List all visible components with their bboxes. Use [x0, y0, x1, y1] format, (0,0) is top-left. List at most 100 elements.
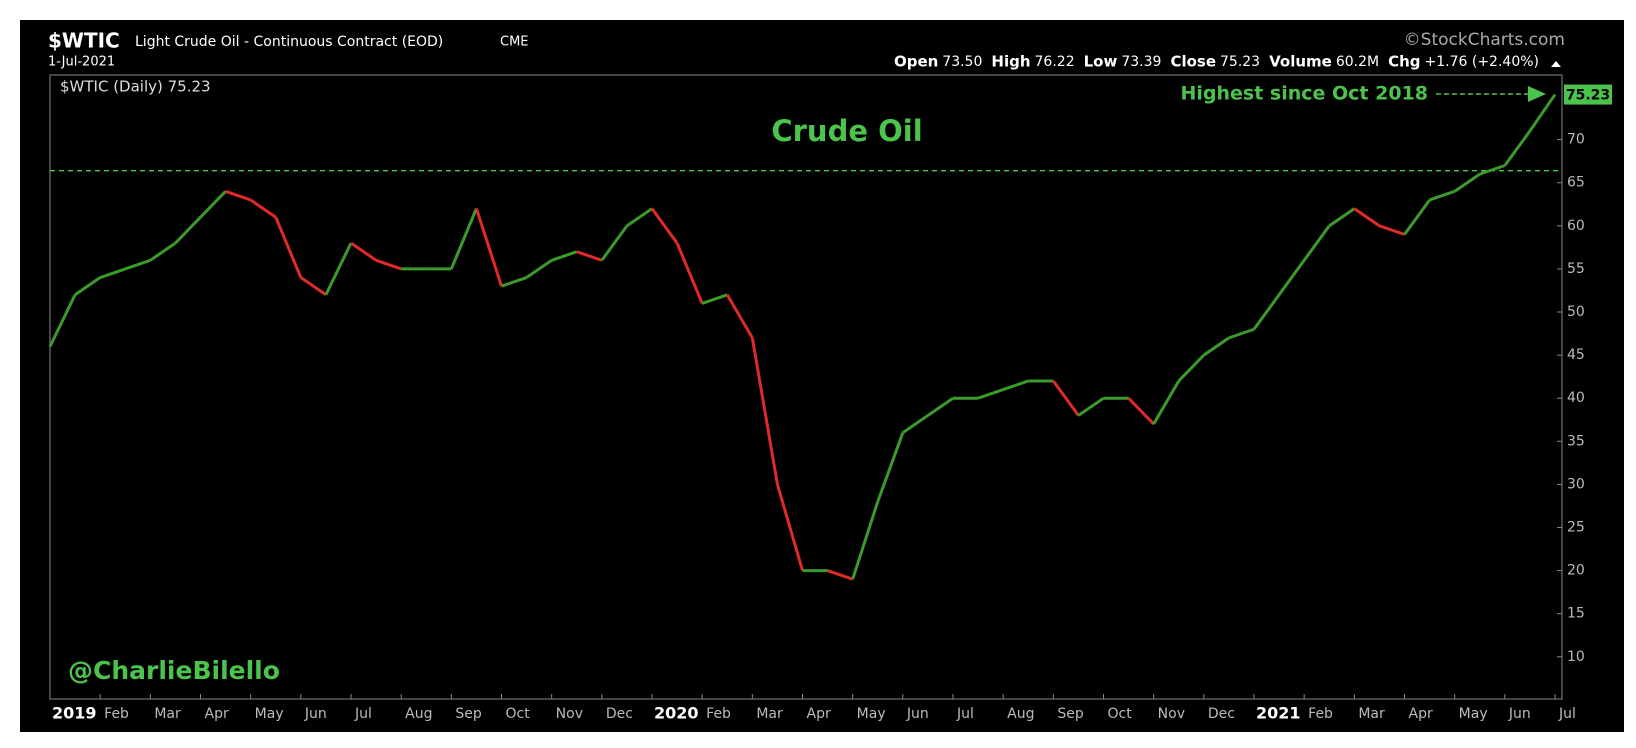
- price-segment: [48, 294, 77, 348]
- legend: $WTIC (Daily) 75.23: [60, 78, 211, 96]
- price-tag: 75.23: [1566, 88, 1610, 104]
- price-segment: [249, 198, 277, 219]
- price-segment: [1252, 293, 1281, 331]
- info-value: 60.2M: [1336, 54, 1379, 70]
- annotation-arrowhead: [1528, 86, 1546, 102]
- x-tick-label: Feb: [104, 706, 129, 722]
- chart-title: Crude Oil: [771, 114, 922, 148]
- info-value: +1.76 (+2.40%): [1425, 54, 1539, 70]
- price-segment: [551, 250, 578, 262]
- x-tick-label: Feb: [1308, 706, 1333, 722]
- x-tick-label: Jul: [956, 706, 974, 722]
- x-tick-label: Nov: [556, 706, 583, 722]
- price-segment: [1077, 396, 1105, 417]
- y-tick-label: 35: [1567, 433, 1585, 449]
- date: 1-Jul-2021: [48, 55, 115, 70]
- price-segment: [1453, 172, 1481, 193]
- x-tick-label: Nov: [1158, 706, 1185, 722]
- price-segment: [775, 483, 804, 571]
- price-segment: [1152, 380, 1181, 425]
- y-tick-label: 70: [1567, 132, 1585, 148]
- price-segment: [977, 388, 1004, 400]
- price-segment: [274, 216, 303, 279]
- price-segment: [1127, 397, 1155, 426]
- price-segment: [600, 224, 629, 262]
- symbol: $WTIC: [48, 29, 120, 53]
- price-tag-box: [1564, 84, 1612, 105]
- price-segment: [1277, 259, 1306, 296]
- price-segment: [1479, 164, 1506, 176]
- x-tick-label: Apr: [1409, 706, 1433, 722]
- price-segment: [1302, 224, 1331, 262]
- price-segment: [876, 432, 905, 503]
- price-segment: [324, 242, 353, 296]
- price-segment: [1403, 199, 1431, 236]
- x-tick-label: Jun: [906, 706, 929, 722]
- exchange: CME: [500, 35, 529, 50]
- watermark: @CharlieBilello: [68, 656, 280, 685]
- x-tick-label: Dec: [606, 706, 633, 722]
- x-tick-label: Mar: [756, 706, 783, 722]
- x-tick-label: Aug: [1007, 706, 1034, 722]
- price-segment: [449, 208, 478, 270]
- y-tick-label: 30: [1567, 476, 1585, 492]
- info-label: Volume: [1269, 53, 1332, 71]
- plot-frame: [49, 74, 1563, 700]
- info-label: Open: [894, 53, 938, 71]
- x-tick-label: May: [1459, 706, 1488, 722]
- info-label: Chg: [1388, 53, 1420, 71]
- x-tick-label: Jul: [354, 706, 372, 722]
- price-segment: [576, 250, 603, 262]
- x-tick-label: Apr: [205, 706, 229, 722]
- info-value: 73.50: [942, 54, 982, 70]
- info-label: Close: [1170, 53, 1216, 71]
- price-segment: [149, 241, 177, 262]
- x-tick-label: Mar: [154, 706, 181, 722]
- info-label: Low: [1084, 53, 1118, 71]
- up-arrow: [1551, 61, 1561, 67]
- info-value: 75.23: [1220, 54, 1260, 70]
- x-tick-label: 2020: [654, 704, 699, 723]
- info-value: 76.22: [1035, 54, 1075, 70]
- price-segment: [99, 267, 126, 279]
- x-tick-label: 2019: [52, 704, 97, 723]
- price-segment: [827, 569, 854, 581]
- x-tick-label: Jun: [1508, 706, 1531, 722]
- price-segment: [1503, 130, 1532, 167]
- price-segment: [701, 293, 728, 305]
- y-tick-label: 25: [1567, 519, 1585, 535]
- price-segment: [650, 207, 679, 244]
- y-tick-label: 45: [1567, 347, 1585, 363]
- y-tick-label: 40: [1567, 390, 1585, 406]
- x-tick-label: Dec: [1208, 706, 1235, 722]
- price-segment: [750, 337, 779, 485]
- x-tick-label: 2021: [1256, 704, 1301, 723]
- x-tick-label: Jul: [1558, 706, 1576, 722]
- price-segment: [927, 396, 954, 417]
- price-segment: [299, 276, 327, 297]
- price-segment: [375, 258, 402, 271]
- price-segment: [350, 241, 377, 262]
- x-tick-label: May: [255, 706, 284, 722]
- price-segment: [626, 207, 653, 228]
- y-tick-label: 60: [1567, 218, 1585, 234]
- price-segment: [1228, 327, 1255, 340]
- y-tick-label: 50: [1567, 304, 1585, 320]
- price-segment: [1378, 224, 1405, 236]
- price-segment: [474, 208, 503, 287]
- price-segment: [1328, 207, 1356, 228]
- x-tick-label: Oct: [1108, 706, 1133, 722]
- y-tick-label: 15: [1567, 606, 1585, 622]
- price-segment: [1177, 354, 1205, 383]
- x-tick-label: May: [857, 706, 886, 722]
- info-label: High: [991, 53, 1030, 71]
- x-tick-label: Mar: [1358, 706, 1385, 722]
- x-tick-label: Sep: [1057, 706, 1084, 722]
- price-segment: [1052, 380, 1080, 417]
- x-tick-label: Feb: [706, 706, 731, 722]
- annotation: Highest since Oct 2018: [1180, 83, 1428, 105]
- y-tick-label: 20: [1567, 563, 1585, 579]
- price-segment: [1002, 379, 1029, 392]
- price-segment: [124, 258, 151, 271]
